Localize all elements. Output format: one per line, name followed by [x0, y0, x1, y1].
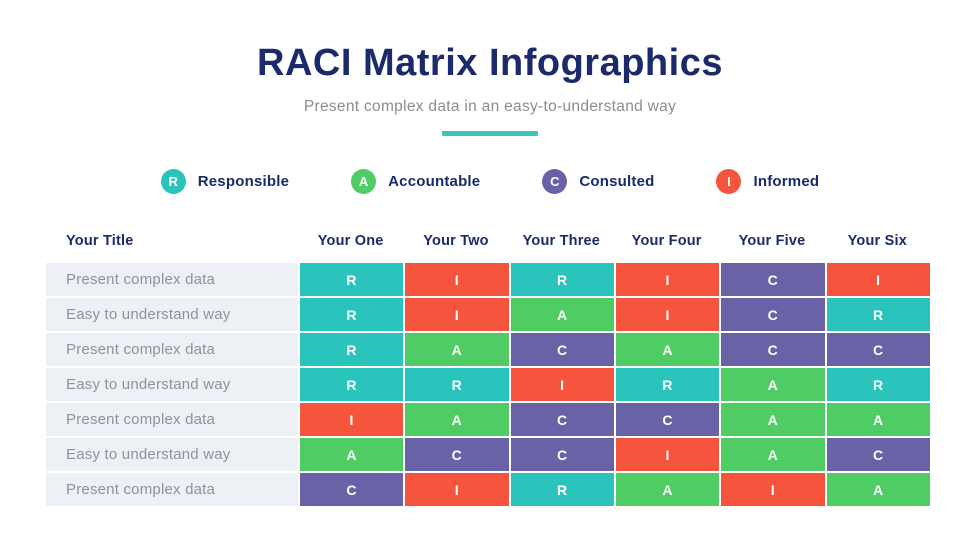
raci-cell: I [616, 263, 720, 296]
raci-cell: C [826, 333, 930, 366]
raci-cell: A [616, 473, 720, 506]
column-header-3: Your Three [522, 233, 601, 249]
table-row: Present complex data C I R A I A [46, 473, 930, 506]
table-row: Easy to understand way R I A I C R [46, 298, 930, 331]
table-row: Present complex data R I R I C I [46, 263, 930, 296]
raci-cell: R [510, 263, 614, 296]
column-header-5: Your Five [738, 233, 806, 249]
legend-item-responsible: R Responsible [160, 169, 290, 194]
row-label: Present complex data [46, 263, 298, 296]
column-header-1: Your One [317, 233, 384, 249]
raci-cell: C [510, 333, 614, 366]
raci-cell: A [826, 473, 930, 506]
legend-label: Consulted [579, 173, 655, 190]
informed-circle-icon: I [716, 169, 742, 194]
table-row: Easy to understand way A C C I A C [46, 438, 930, 471]
raci-cell: C [300, 473, 404, 506]
responsible-circle-icon: R [160, 169, 186, 194]
raci-cell: A [300, 438, 404, 471]
row-label: Present complex data [46, 333, 298, 366]
page-title: RACI Matrix Infographics [257, 42, 723, 84]
raci-cell: A [721, 368, 825, 401]
raci-cell: C [616, 403, 720, 436]
legend-item-informed: I Informed [716, 169, 819, 194]
raci-cell: C [405, 438, 509, 471]
raci-cell: C [510, 438, 614, 471]
page-subtitle: Present complex data in an easy-to-under… [303, 98, 677, 115]
raci-cell: C [510, 403, 614, 436]
raci-cell: R [300, 298, 404, 331]
raci-cell: A [405, 333, 509, 366]
consulted-circle-icon: C [542, 169, 568, 194]
column-header-title: Your Title [66, 233, 134, 249]
legend-item-consulted: C Consulted [542, 169, 654, 194]
column-header-6: Your Six [847, 233, 907, 249]
raci-cell: I [405, 263, 509, 296]
raci-cell: A [616, 333, 720, 366]
raci-cell: A [721, 438, 825, 471]
accountable-circle-icon: A [351, 169, 377, 194]
raci-cell: R [826, 298, 930, 331]
legend-label: Accountable [388, 173, 481, 190]
raci-cell: I [616, 438, 720, 471]
row-label: Easy to understand way [46, 438, 298, 471]
raci-cell: R [510, 473, 614, 506]
raci-cell: R [405, 368, 509, 401]
raci-cell: A [721, 403, 825, 436]
raci-cell: R [826, 368, 930, 401]
raci-cell: A [405, 403, 509, 436]
table-row: Present complex data R A C A C C [46, 333, 930, 366]
raci-cell: I [405, 298, 509, 331]
raci-cell: A [510, 298, 614, 331]
legend-label: Responsible [197, 173, 290, 190]
raci-cell: A [826, 403, 930, 436]
column-header-2: Your Two [423, 233, 489, 249]
column-header-4: Your Four [631, 233, 702, 249]
row-label: Present complex data [46, 403, 298, 436]
raci-cell: I [721, 473, 825, 506]
raci-cell: I [826, 263, 930, 296]
raci-matrix-table: Your Title Your One Your Two Your Three You… [46, 228, 930, 506]
row-label: Easy to understand way [46, 298, 298, 331]
matrix-body: Present complex data R I R I C I Easy to unders… [46, 263, 930, 506]
legend-item-accountable: A Accountable [351, 169, 480, 194]
raci-cell: I [510, 368, 614, 401]
legend-label: Informed [753, 173, 820, 190]
matrix-header-row: Your Title Your One Your Two Your Three You… [46, 228, 930, 254]
raci-cell: I [300, 403, 404, 436]
row-label: Present complex data [46, 473, 298, 506]
table-row: Present complex data I A C C A A [46, 403, 930, 436]
raci-cell: C [721, 298, 825, 331]
raci-cell: C [721, 263, 825, 296]
raci-cell: R [616, 368, 720, 401]
accent-underline-bar [442, 131, 538, 136]
raci-cell: C [721, 333, 825, 366]
row-label: Easy to understand way [46, 368, 298, 401]
raci-cell: R [300, 263, 404, 296]
raci-cell: R [300, 333, 404, 366]
table-row: Easy to understand way R R I R A R [46, 368, 930, 401]
raci-cell: C [826, 438, 930, 471]
raci-cell: I [405, 473, 509, 506]
raci-legend: R Responsible A Accountable C Consulted I Infor… [0, 169, 980, 194]
raci-cell: I [616, 298, 720, 331]
raci-cell: R [300, 368, 404, 401]
